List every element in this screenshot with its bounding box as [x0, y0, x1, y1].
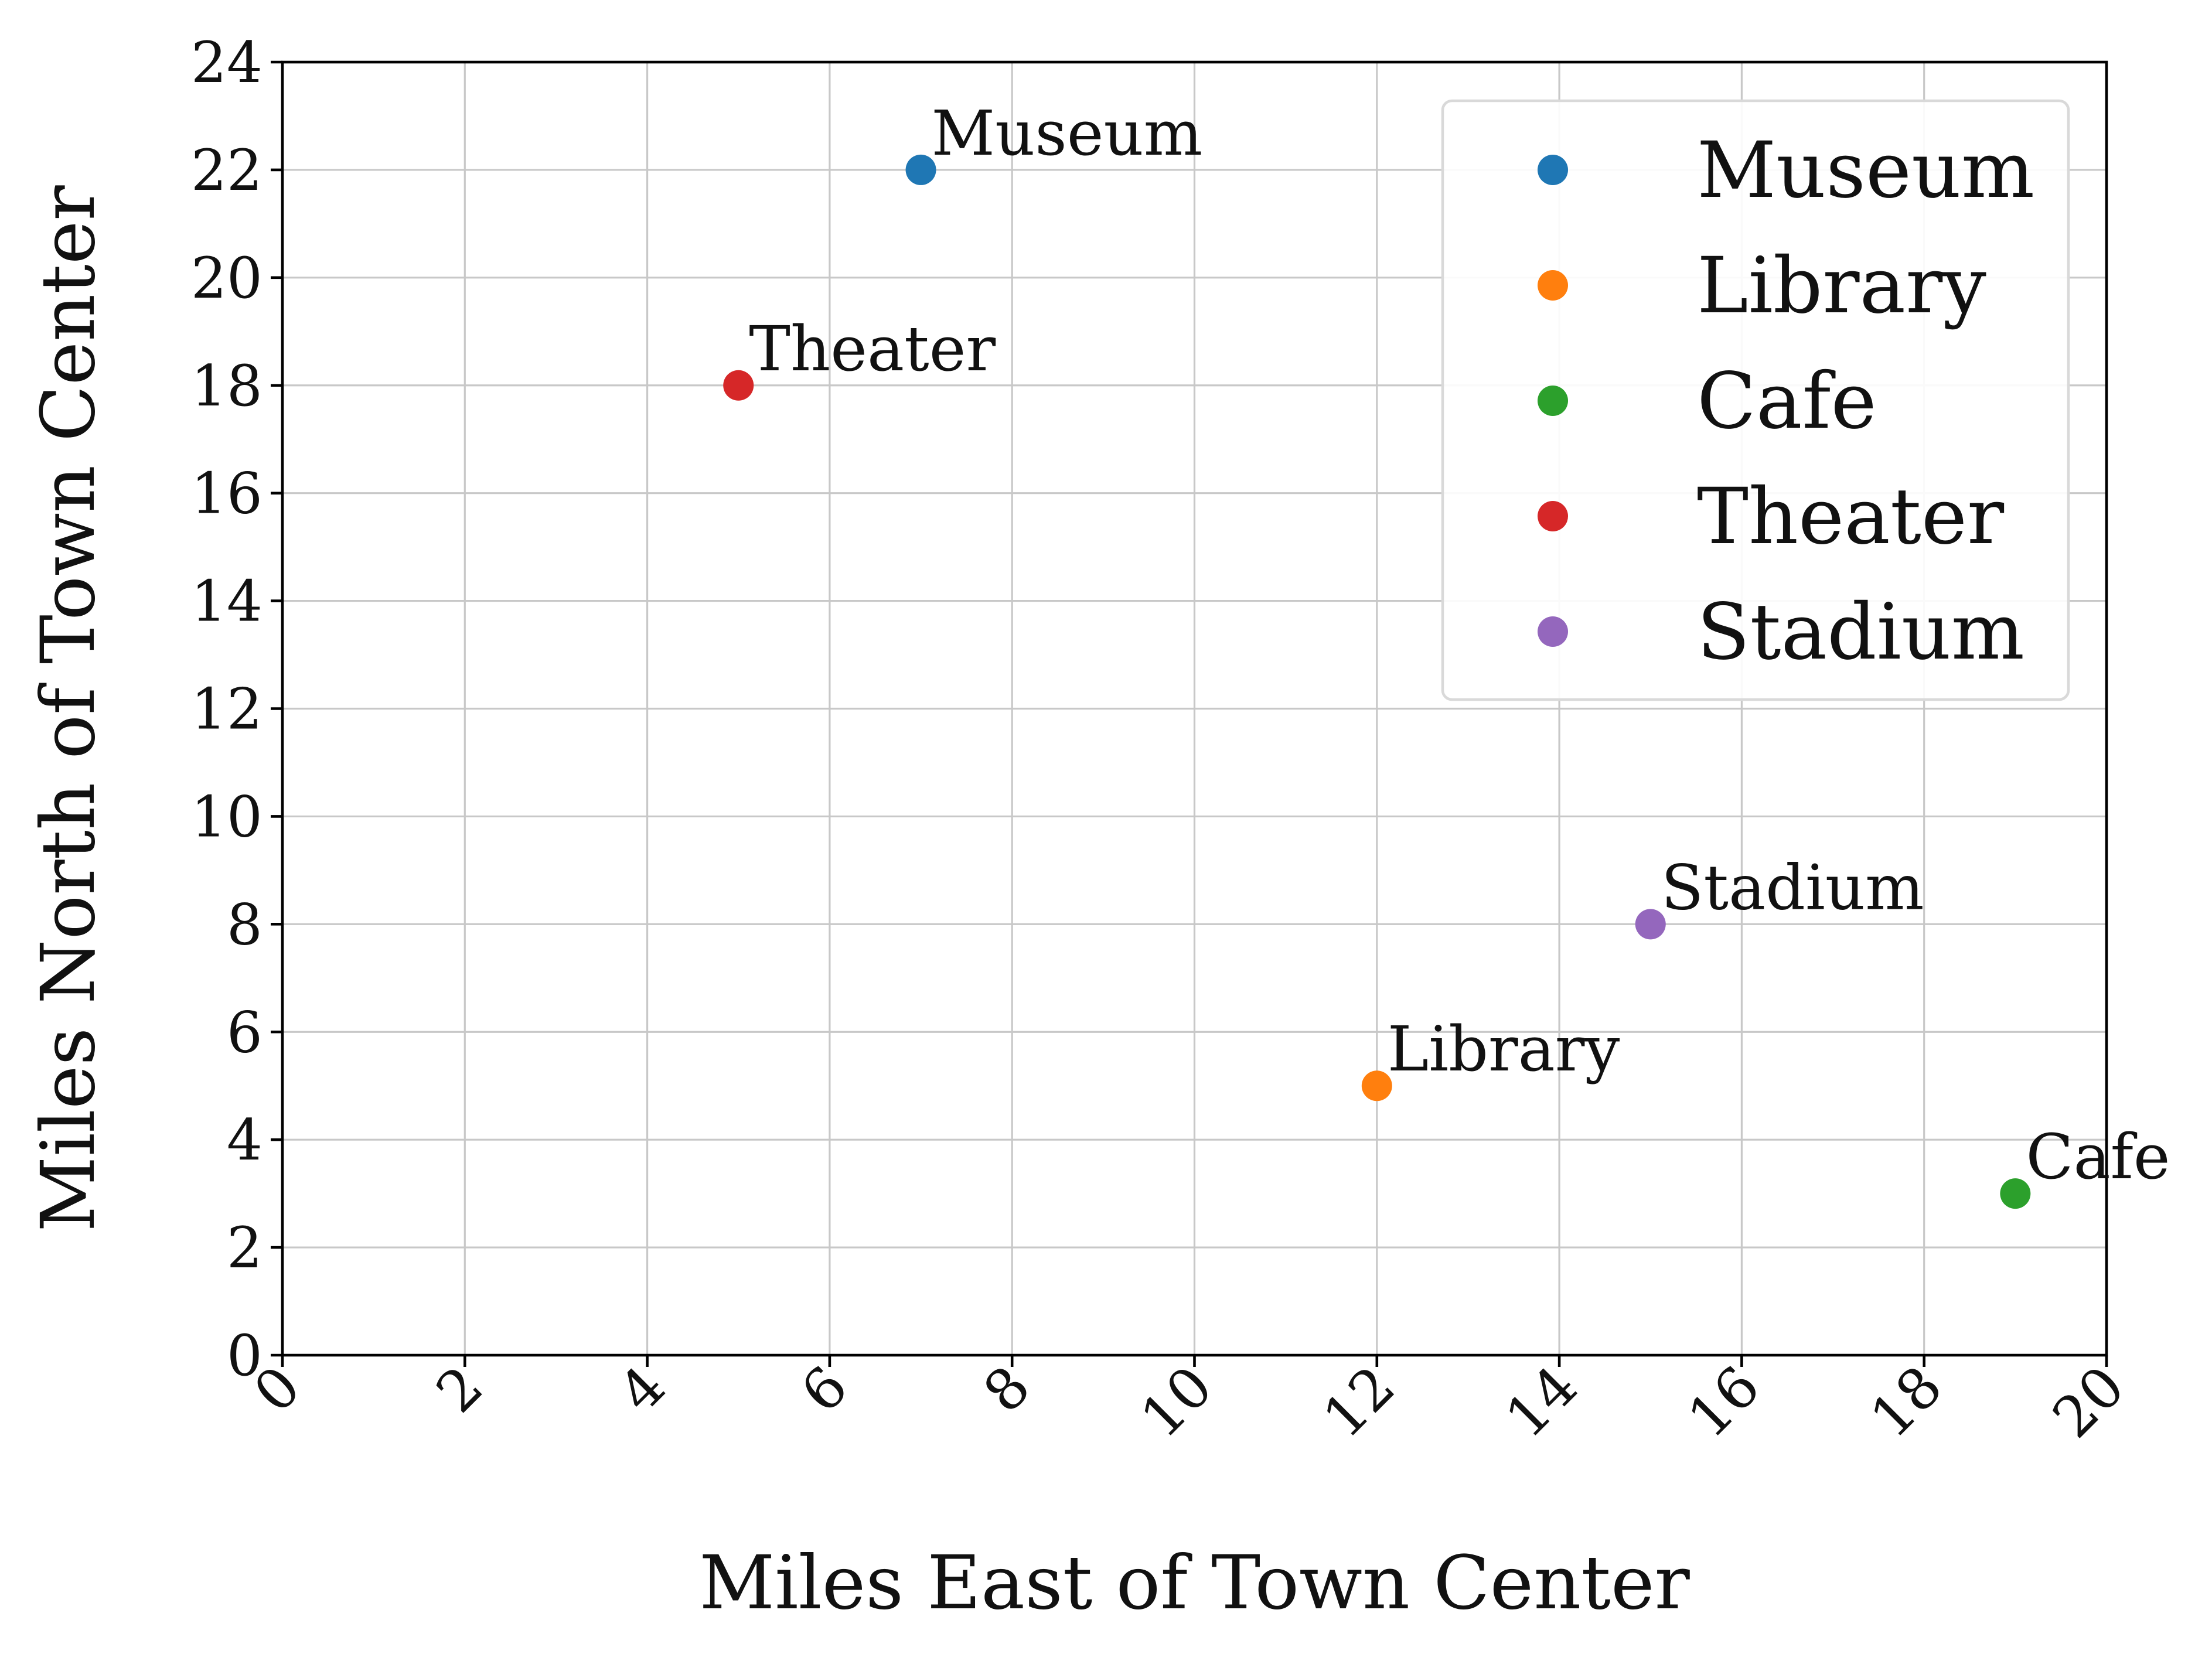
- data-point-label: Stadium: [1661, 851, 1924, 923]
- data-point: [723, 370, 754, 401]
- data-point: [905, 154, 936, 185]
- legend-label: Stadium: [1697, 587, 2024, 677]
- y-tick-label: 2: [227, 1215, 263, 1281]
- legend-label: Museum: [1697, 125, 2034, 216]
- legend-marker: [1538, 270, 1568, 301]
- data-points: [723, 154, 2031, 1209]
- data-point-label: Theater: [749, 313, 996, 385]
- legend-label: Library: [1697, 241, 1986, 331]
- data-point-label: Cafe: [2026, 1121, 2170, 1193]
- data-point: [1635, 909, 1666, 940]
- y-tick-label: 0: [227, 1323, 263, 1389]
- y-tick-label: 4: [227, 1107, 263, 1173]
- y-tick-label: 16: [191, 461, 263, 527]
- plot-area-frame: [281, 60, 2108, 1357]
- legend-marker: [1538, 155, 1568, 185]
- data-point-label: Museum: [932, 97, 1203, 169]
- y-tick-label: 8: [227, 892, 263, 957]
- y-tick-label: 24: [191, 30, 263, 96]
- legend-label: Theater: [1697, 472, 2005, 562]
- y-tick-label: 14: [191, 569, 263, 635]
- legend-marker: [1538, 386, 1568, 416]
- data-point-label: Library: [1388, 1013, 1620, 1085]
- y-tick-label: 12: [191, 677, 263, 742]
- y-tick-label: 18: [191, 353, 263, 419]
- data-point: [1361, 1070, 1392, 1101]
- y-tick-label: 20: [191, 245, 263, 311]
- legend-frame: [1441, 99, 2070, 701]
- x-axis-label: Miles East of Town Center: [699, 1540, 1690, 1626]
- point-annotations: Museum Library Cafe Theater Stadium: [749, 97, 2170, 1193]
- legend: Museum Library Cafe Theater Stadium: [1441, 99, 2070, 701]
- y-tick-label: 6: [227, 1000, 263, 1065]
- y-tick-label: 10: [191, 784, 263, 850]
- data-point: [2000, 1178, 2031, 1209]
- legend-marker: [1538, 501, 1568, 531]
- y-tick-label: 22: [191, 138, 263, 203]
- y-axis-label: Miles North of Town Center: [25, 185, 111, 1232]
- legend-label: Cafe: [1697, 356, 1877, 446]
- legend-marker: [1538, 616, 1568, 647]
